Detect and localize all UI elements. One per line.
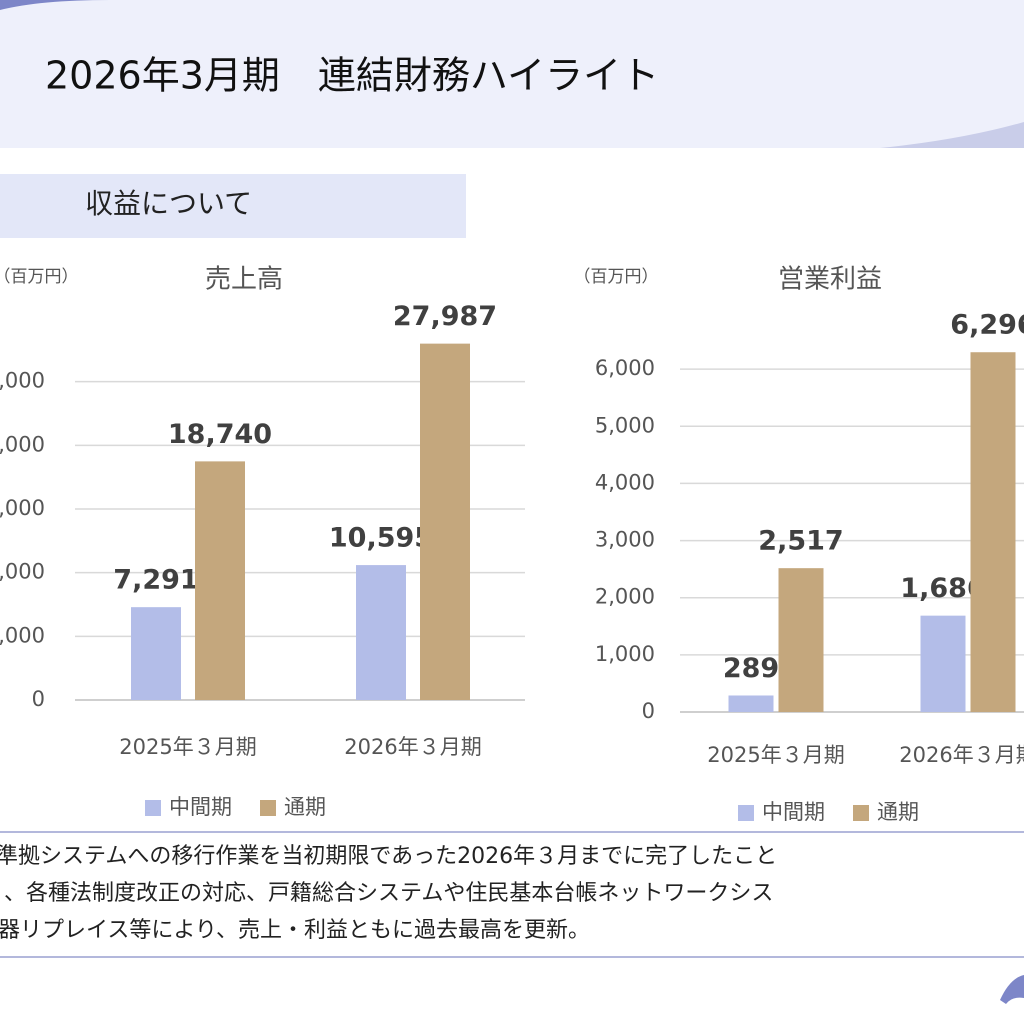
y-tick-label: 25,000: [0, 369, 45, 393]
x-tick-label: 2026年３月期: [899, 743, 1024, 767]
unit-label: （百万円）: [0, 267, 79, 287]
y-tick-label: 15,000: [0, 496, 45, 520]
value-label: 289: [723, 653, 779, 684]
y-tick-label: 4,000: [595, 470, 655, 494]
bar: [131, 607, 181, 700]
y-tick-label: 5,000: [595, 413, 655, 437]
bar: [356, 565, 406, 700]
note-line: 、各種法制度改正の対応、戸籍総合システムや住民基本台帳ネットワークシス: [4, 881, 773, 906]
section-title: 収益について: [85, 187, 252, 220]
value-label: 7,291: [113, 565, 198, 596]
x-tick-label: 2025年３月期: [119, 735, 256, 759]
chart-title: 売上高: [205, 265, 283, 295]
note-line: 準拠システムへの移行作業を当初期限であった2026年３月までに完了したこと: [0, 844, 777, 869]
y-tick-label: 6,000: [595, 356, 655, 380]
header-band: [0, 0, 1024, 148]
y-tick-label: 5,000: [0, 623, 45, 647]
bar: [920, 615, 966, 712]
value-label: 2,517: [758, 526, 843, 557]
value-label: 27,987: [393, 301, 497, 332]
bar: [728, 695, 774, 712]
y-tick-label: 2,000: [595, 585, 655, 609]
page-title: 2026年3月期 連結財務ハイライト: [45, 54, 659, 98]
section-box: [0, 174, 466, 238]
legend-label: 通期: [877, 800, 919, 824]
legend-swatch: [145, 800, 161, 816]
header-accent: [880, 122, 1024, 148]
logo: [1000, 975, 1024, 1004]
value-label: 10,595: [329, 523, 433, 554]
legend-label: 中間期: [762, 800, 825, 824]
legend-swatch: [853, 805, 869, 821]
legend-swatch: [260, 800, 276, 816]
header-accent: [0, 0, 110, 10]
legend-swatch: [738, 805, 754, 821]
value-label: 18,740: [168, 419, 272, 450]
y-tick-label: 0: [642, 699, 655, 723]
unit-label: （百万円）: [574, 267, 659, 287]
y-tick-label: 0: [32, 687, 45, 711]
legend-label: 通期: [284, 795, 326, 819]
chart-title: 営業利益: [778, 265, 882, 295]
bar: [778, 568, 824, 712]
y-tick-label: 1,000: [595, 642, 655, 666]
y-tick-label: 3,000: [595, 528, 655, 552]
legend-label: 中間期: [169, 795, 232, 819]
note-line: 器リプレイス等により、売上・利益ともに過去最高を更新。: [0, 918, 590, 943]
x-tick-label: 2026年３月期: [344, 735, 481, 759]
bar: [420, 343, 470, 700]
y-tick-label: 10,000: [0, 560, 45, 584]
bar: [970, 352, 1016, 712]
x-tick-label: 2025年３月期: [707, 743, 844, 767]
value-label: 6,296: [950, 310, 1024, 341]
bar: [195, 461, 245, 700]
y-tick-label: 20,000: [0, 432, 45, 456]
